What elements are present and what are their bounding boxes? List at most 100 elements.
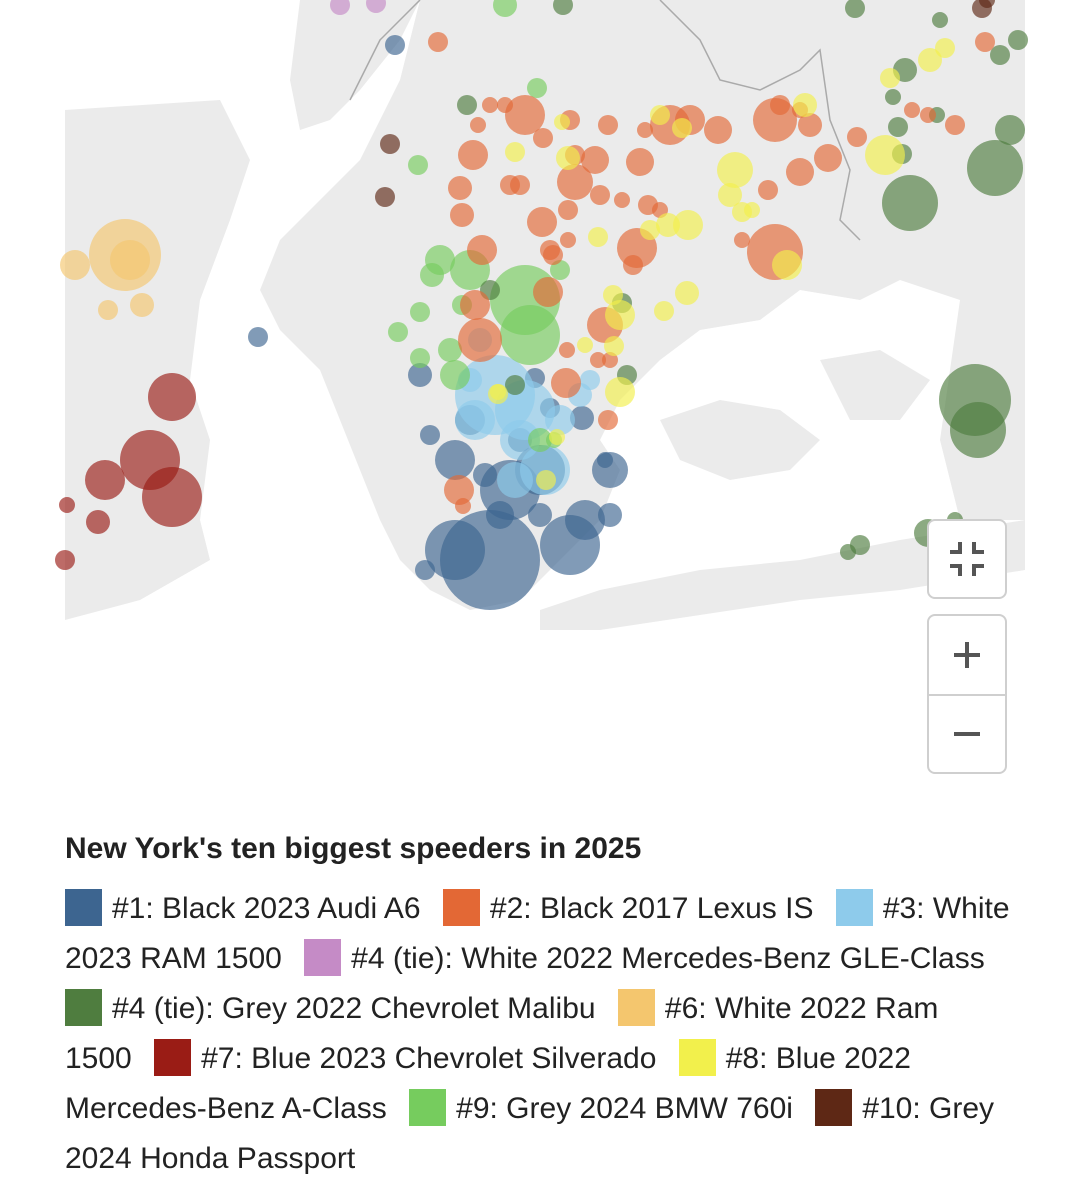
speeder-point[interactable]: [558, 200, 578, 220]
speeder-point[interactable]: [847, 127, 867, 147]
speeder-point[interactable]: [110, 240, 150, 280]
speeder-point[interactable]: [435, 440, 475, 480]
speeder-point[interactable]: [904, 102, 920, 118]
speeder-point[interactable]: [590, 352, 606, 368]
speeder-point[interactable]: [885, 89, 901, 105]
speeder-point[interactable]: [650, 105, 670, 125]
speeder-point[interactable]: [598, 503, 622, 527]
speeder-point[interactable]: [543, 245, 563, 265]
speeder-point[interactable]: [505, 375, 525, 395]
speeder-point[interactable]: [493, 0, 517, 17]
speeder-point[interactable]: [770, 95, 790, 115]
speeder-point[interactable]: [497, 462, 533, 498]
speeder-point[interactable]: [772, 250, 802, 280]
speeder-point[interactable]: [420, 263, 444, 287]
speeder-point[interactable]: [420, 425, 440, 445]
speeder-point[interactable]: [656, 213, 680, 237]
speeder-point[interactable]: [560, 232, 576, 248]
speeder-point[interactable]: [450, 203, 474, 227]
speeder-point[interactable]: [565, 500, 605, 540]
speeder-point[interactable]: [603, 285, 623, 305]
speeder-point[interactable]: [640, 220, 660, 240]
fullscreen-button[interactable]: [927, 519, 1007, 599]
speeder-point[interactable]: [553, 0, 573, 15]
speeder-point[interactable]: [528, 428, 552, 452]
speeder-point[interactable]: [410, 302, 430, 322]
speeder-point[interactable]: [500, 305, 560, 365]
speeder-point[interactable]: [932, 12, 948, 28]
zoom-in-button[interactable]: [929, 616, 1005, 694]
speeder-point[interactable]: [388, 322, 408, 342]
speeder-point[interactable]: [130, 293, 154, 317]
speeder-point[interactable]: [148, 373, 196, 421]
speeder-point[interactable]: [457, 95, 477, 115]
speeder-point[interactable]: [840, 544, 856, 560]
speeder-point[interactable]: [86, 510, 110, 534]
speeder-point[interactable]: [605, 377, 635, 407]
speeder-point[interactable]: [717, 152, 753, 188]
speeder-point[interactable]: [623, 255, 643, 275]
speeder-point[interactable]: [385, 35, 405, 55]
speeder-point[interactable]: [408, 155, 428, 175]
speeder-point[interactable]: [438, 338, 462, 362]
speeder-point[interactable]: [85, 460, 125, 500]
speeder-point[interactable]: [440, 360, 470, 390]
speeder-point[interactable]: [458, 140, 488, 170]
speeder-point[interactable]: [995, 115, 1025, 145]
speeder-point[interactable]: [675, 281, 699, 305]
speeder-point[interactable]: [410, 348, 430, 368]
speeder-point[interactable]: [880, 68, 900, 88]
speeder-point[interactable]: [882, 175, 938, 231]
speeder-point[interactable]: [920, 107, 936, 123]
speeder-point[interactable]: [460, 290, 490, 320]
speeder-point[interactable]: [786, 158, 814, 186]
speeder-point[interactable]: [556, 146, 580, 170]
speeder-point[interactable]: [428, 32, 448, 52]
speeder-point[interactable]: [605, 300, 635, 330]
map[interactable]: [0, 0, 1089, 790]
speeder-point[interactable]: [549, 429, 565, 445]
speeder-point[interactable]: [990, 45, 1010, 65]
speeder-point[interactable]: [598, 115, 618, 135]
speeder-point[interactable]: [734, 232, 750, 248]
speeder-point[interactable]: [918, 48, 942, 72]
speeder-point[interactable]: [98, 300, 118, 320]
speeder-point[interactable]: [415, 560, 435, 580]
speeder-point[interactable]: [444, 475, 474, 505]
speeder-point[interactable]: [500, 175, 520, 195]
speeder-point[interactable]: [588, 227, 608, 247]
speeder-point[interactable]: [718, 183, 742, 207]
speeder-point[interactable]: [380, 134, 400, 154]
speeder-point[interactable]: [366, 0, 386, 13]
speeder-point[interactable]: [551, 368, 581, 398]
speeder-point[interactable]: [60, 250, 90, 280]
speeder-point[interactable]: [497, 97, 513, 113]
speeder-point[interactable]: [614, 192, 630, 208]
speeder-point[interactable]: [486, 501, 514, 529]
speeder-point[interactable]: [425, 520, 485, 580]
speeder-point[interactable]: [637, 122, 653, 138]
zoom-out-button[interactable]: [929, 694, 1005, 772]
speeder-point[interactable]: [248, 327, 268, 347]
speeder-point[interactable]: [979, 0, 995, 8]
speeder-point[interactable]: [536, 470, 556, 490]
speeder-point[interactable]: [455, 498, 471, 514]
speeder-point[interactable]: [865, 135, 905, 175]
speeder-point[interactable]: [559, 342, 575, 358]
speeder-point[interactable]: [577, 337, 593, 353]
speeder-point[interactable]: [758, 180, 778, 200]
speeder-point[interactable]: [505, 95, 545, 135]
speeder-point[interactable]: [527, 207, 557, 237]
speeder-point[interactable]: [545, 405, 575, 435]
speeder-point[interactable]: [458, 318, 502, 362]
speeder-point[interactable]: [975, 32, 995, 52]
speeder-point[interactable]: [1008, 30, 1028, 50]
speeder-point[interactable]: [626, 148, 654, 176]
speeder-point[interactable]: [570, 406, 594, 430]
speeder-point[interactable]: [950, 402, 1006, 458]
speeder-point[interactable]: [533, 128, 553, 148]
speeder-point[interactable]: [590, 185, 610, 205]
speeder-point[interactable]: [455, 400, 495, 440]
speeder-point[interactable]: [473, 463, 497, 487]
speeder-point[interactable]: [533, 277, 563, 307]
